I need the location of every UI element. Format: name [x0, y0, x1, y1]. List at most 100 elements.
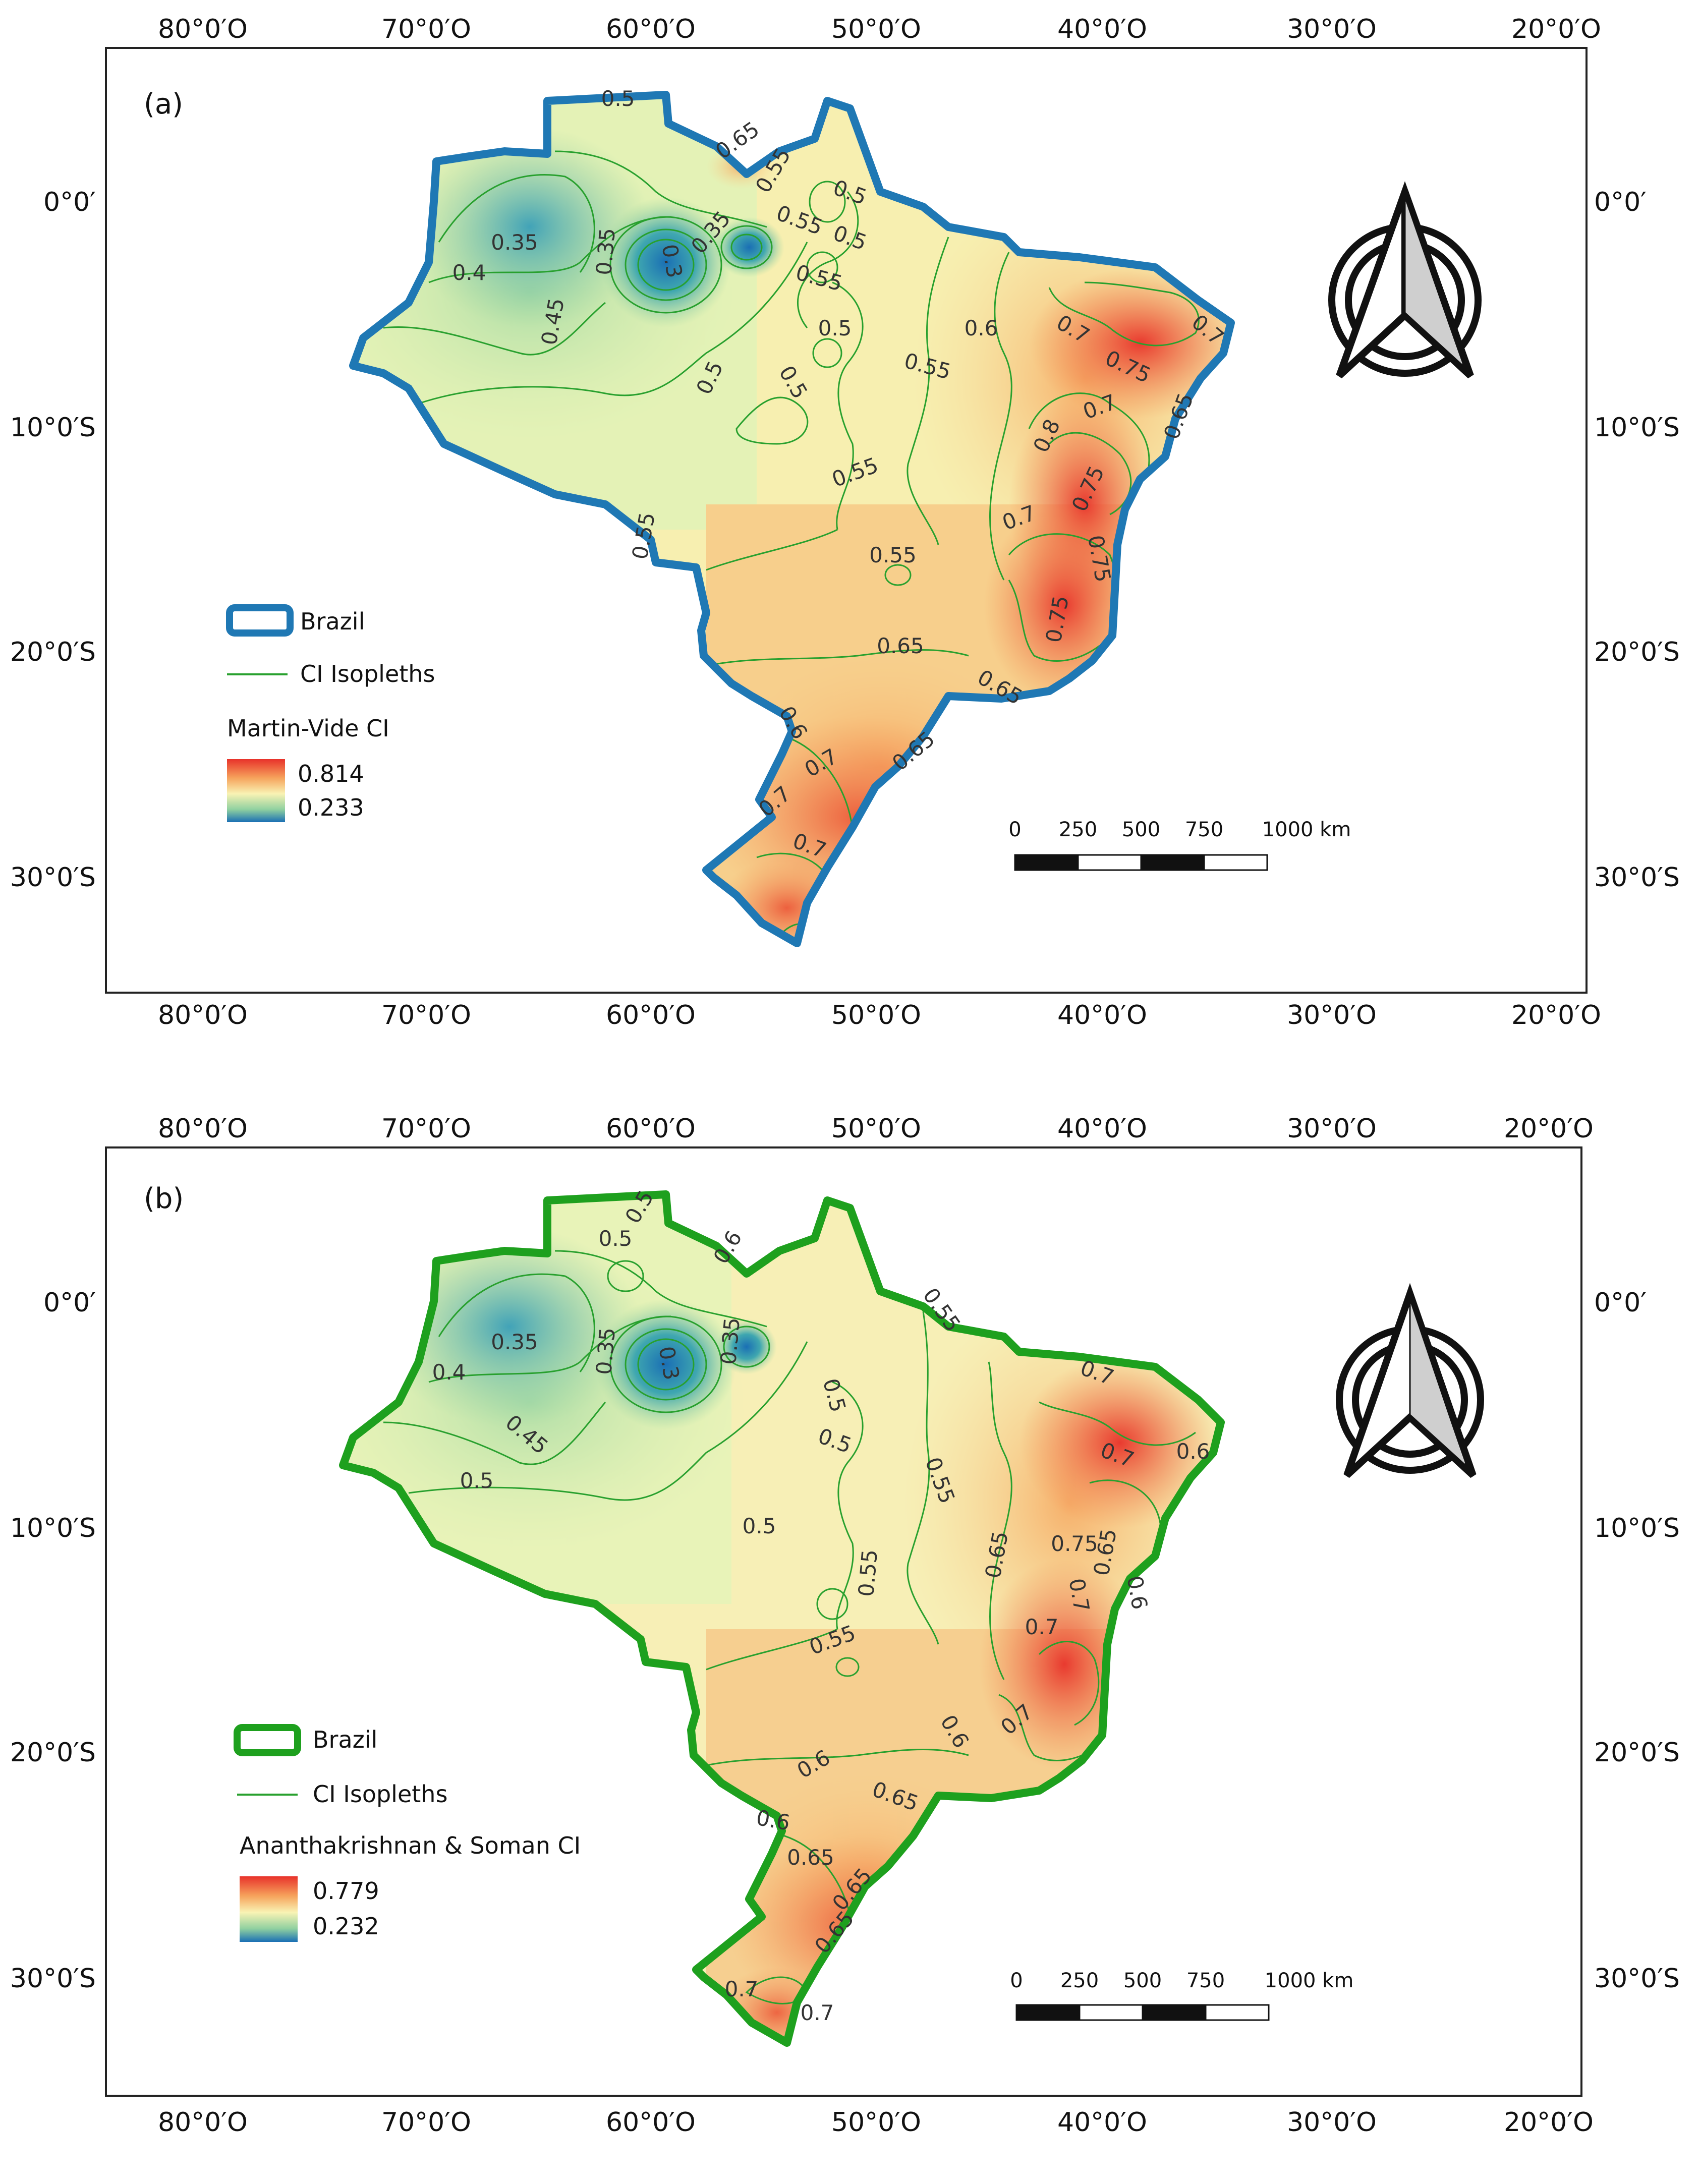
- lon-label: 80°0′O: [158, 14, 248, 44]
- lon-label: 70°0′O: [381, 14, 471, 44]
- lon-label: 40°0′O: [1057, 1000, 1147, 1030]
- contour-label: 0.5: [818, 316, 852, 340]
- scale-tick: 500: [1122, 818, 1160, 841]
- legend-max-value: 0.779: [313, 1877, 379, 1905]
- lon-label: 70°0′O: [381, 1000, 471, 1030]
- lon-label: 50°0′O: [831, 1000, 921, 1030]
- lon-label: 30°0′O: [1287, 2107, 1377, 2138]
- legend-index-title: Martin-Vide CI: [227, 715, 389, 742]
- scale-tick: 500: [1123, 1969, 1162, 1992]
- legend-index-title: Ananthakrishnan & Soman CI: [240, 1832, 581, 1859]
- contour-label: 0.7: [1025, 1615, 1059, 1639]
- lon-label: 60°0′O: [606, 1114, 696, 1144]
- lon-label: 20°0′O: [1504, 2107, 1594, 2138]
- contour-label: 0.55: [854, 1548, 882, 1597]
- legend-isopleth-label: CI Isopleths: [313, 1780, 447, 1808]
- lon-label: 80°0′O: [158, 1114, 248, 1144]
- contour-label: 0.35: [491, 1330, 538, 1354]
- lat-label: 20°0′S: [10, 637, 96, 667]
- contour-label: 0.35: [716, 1316, 745, 1365]
- isopleth-lines: [383, 150, 1200, 939]
- lat-label: 10°0′S: [10, 1513, 96, 1543]
- isopleth-lines: [383, 1250, 1196, 2004]
- lat-label: 0°0′: [1594, 1288, 1647, 1318]
- lon-label: 80°0′O: [158, 2107, 248, 2138]
- lat-label: 10°0′S: [1594, 413, 1680, 443]
- lat-label: 0°0′: [43, 187, 96, 217]
- lon-label: 60°0′O: [606, 14, 696, 44]
- contour-label: 0.35: [591, 227, 620, 276]
- contour-label: 0.5: [601, 86, 635, 111]
- lat-label: 30°0′S: [1594, 863, 1680, 893]
- contour-label: 0.75: [1051, 1531, 1098, 1556]
- longitude-labels-top: 80°0′O 70°0′O 60°0′O 50°0′O 40°0′O 30°0′…: [158, 14, 1601, 44]
- lon-label: 70°0′O: [381, 1114, 471, 1144]
- legend-isopleth-label: CI Isopleths: [300, 660, 435, 687]
- lat-label: 30°0′S: [1594, 1964, 1680, 1994]
- scale-tick: 250: [1060, 1969, 1099, 1992]
- contour-label: 0.5: [460, 1468, 494, 1493]
- contour-label: 0.55: [869, 543, 917, 567]
- scale-tick: 0: [1008, 818, 1021, 841]
- lon-label: 30°0′O: [1287, 14, 1377, 44]
- lon-label: 40°0′O: [1057, 2107, 1147, 2138]
- lon-label: 30°0′O: [1287, 1000, 1377, 1030]
- latitude-labels-left: 0°0′ 10°0′S 20°0′S 30°0′S: [10, 1288, 96, 1994]
- lat-label: 20°0′S: [1594, 637, 1680, 667]
- legend-min-value: 0.233: [298, 794, 364, 821]
- contour-label: 0.7: [1064, 1576, 1094, 1614]
- legend-brazil-label: Brazil: [300, 608, 365, 635]
- latitude-labels-right: 0°0′ 10°0′S 20°0′S 30°0′S: [1594, 1288, 1680, 1994]
- contour-label: 0.6: [1122, 1574, 1152, 1611]
- legend-brazil-label: Brazil: [313, 1726, 377, 1753]
- contour-label: 0.65: [787, 1845, 834, 1870]
- legend-brazil-swatch: [234, 1724, 301, 1756]
- brazil-outline: [349, 91, 1235, 947]
- contour-label: 0.6: [1176, 1439, 1210, 1464]
- latitude-labels-left: 0°0′ 10°0′S 20°0′S 30°0′S: [10, 187, 96, 893]
- lon-label: 40°0′O: [1057, 14, 1147, 44]
- legend-color-ramp: [240, 1876, 298, 1942]
- contour-label: 0.65: [877, 634, 924, 658]
- contour-label: 0.5: [599, 1226, 633, 1251]
- contour-label: 0.35: [491, 230, 538, 255]
- lon-label: 50°0′O: [831, 1114, 921, 1144]
- longitude-labels-bottom: 80°0′O 70°0′O 60°0′O 50°0′O 40°0′O 30°0′…: [158, 1000, 1601, 1030]
- lon-label: 80°0′O: [158, 1000, 248, 1030]
- legend-min-value: 0.232: [313, 1913, 379, 1940]
- longitude-labels-top: 80°0′O 70°0′O 60°0′O 50°0′O 40°0′O 30°0′…: [158, 1114, 1594, 1144]
- lon-label: 70°0′O: [381, 2107, 471, 2138]
- north-arrow-icon: [1328, 181, 1482, 379]
- longitude-labels-bottom: 80°0′O 70°0′O 60°0′O 50°0′O 40°0′O 30°0′…: [158, 2107, 1594, 2138]
- panel-label: (a): [144, 88, 183, 121]
- lat-label: 30°0′S: [10, 863, 96, 893]
- contour-label: 0.7: [725, 1977, 759, 2001]
- lat-label: 30°0′S: [10, 1964, 96, 1994]
- brazil-outline: [339, 1190, 1225, 2047]
- legend-color-ramp: [227, 759, 285, 822]
- contour-label: 0.35: [591, 1327, 620, 1375]
- lon-label: 20°0′O: [1511, 14, 1601, 44]
- legend: Brazil CI Isopleths Ananthakrishnan & So…: [234, 1724, 581, 1942]
- lat-label: 10°0′S: [1594, 1513, 1680, 1543]
- latitude-labels-right: 0°0′ 10°0′S 20°0′S 30°0′S: [1594, 187, 1680, 893]
- lon-label: 50°0′O: [831, 14, 921, 44]
- contour-label: 0.7: [801, 2000, 834, 2025]
- lat-label: 20°0′S: [1594, 1738, 1680, 1768]
- map-panel-a: 80°0′O 70°0′O 60°0′O 50°0′O 40°0′O 30°0′…: [10, 14, 1680, 1030]
- lat-label: 10°0′S: [10, 413, 96, 443]
- lon-label: 60°0′O: [606, 2107, 696, 2138]
- contour-label: 0.3: [654, 1344, 684, 1382]
- lon-label: 20°0′O: [1504, 1114, 1594, 1144]
- legend-brazil-swatch: [226, 604, 294, 637]
- lat-label: 0°0′: [1594, 187, 1647, 217]
- lon-label: 50°0′O: [831, 2107, 921, 2138]
- lon-label: 40°0′O: [1057, 1114, 1147, 1144]
- contour-label: 0.6: [754, 1805, 791, 1835]
- lon-label: 30°0′O: [1287, 1114, 1377, 1144]
- lon-label: 20°0′O: [1511, 1000, 1601, 1030]
- contour-label: 0.5: [743, 1514, 776, 1538]
- north-arrow-icon: [1336, 1283, 1484, 1478]
- scale-bar: 0 250 500 750 1000 km: [1010, 1969, 1353, 2021]
- contour-label: 0.4: [452, 260, 486, 285]
